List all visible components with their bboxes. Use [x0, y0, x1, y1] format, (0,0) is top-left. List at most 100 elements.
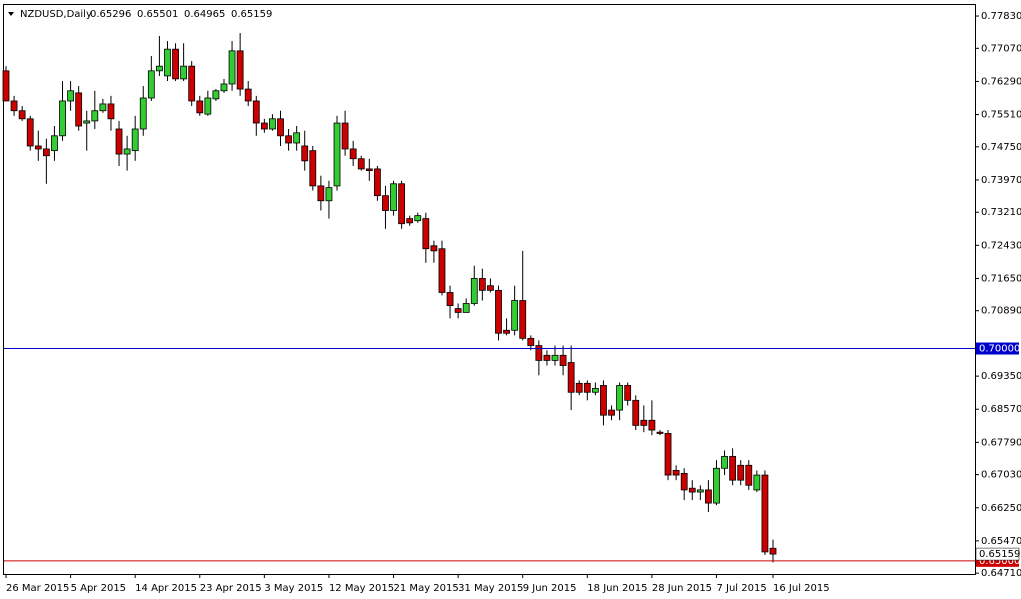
candle-body — [83, 120, 91, 124]
candle-body — [139, 97, 147, 130]
y-tick-label: 0.66250 — [981, 503, 1021, 514]
candle-body — [99, 103, 107, 112]
candle-body — [75, 92, 83, 127]
candle-body — [293, 132, 301, 144]
candle-body — [123, 148, 131, 155]
candle-body — [745, 464, 753, 486]
y-tick-label: 0.69350 — [981, 371, 1021, 382]
candle-body — [115, 128, 123, 155]
candle-body — [632, 399, 640, 426]
candle-body — [107, 103, 115, 120]
candle-body — [67, 90, 74, 102]
candle-body — [511, 300, 519, 331]
y-tick-label: 0.75510 — [981, 110, 1021, 121]
candle-body — [422, 218, 430, 250]
candle-body — [713, 467, 720, 504]
bid-tag-label: 0.65159 — [979, 549, 1020, 560]
candle-body — [769, 547, 777, 555]
y-tick-label: 0.71650 — [981, 273, 1021, 284]
candle-body — [567, 362, 575, 393]
candle-body — [309, 150, 317, 187]
candle-body — [656, 431, 664, 434]
candle-body — [301, 145, 309, 162]
candle-body — [559, 354, 567, 366]
candle-body — [648, 419, 656, 431]
x-tick-label: 7 Jul 2015 — [716, 583, 766, 594]
candle-body — [414, 215, 422, 222]
candle-body — [583, 382, 591, 393]
candle-body — [446, 292, 454, 307]
x-tick-label: 18 Jun 2015 — [587, 583, 647, 594]
y-tick-label: 0.74750 — [981, 142, 1021, 153]
y-tick-label: 0.68570 — [981, 404, 1021, 415]
y-tick-label: 0.73970 — [981, 175, 1021, 186]
x-tick-label: 31 May 2015 — [458, 583, 523, 594]
candle-body — [236, 50, 244, 90]
candle-body — [260, 122, 268, 130]
candle-body — [470, 278, 478, 304]
candle-body — [164, 48, 171, 77]
candle-body — [729, 455, 737, 481]
candle-body — [59, 100, 66, 137]
candle-body — [180, 65, 188, 80]
candle-body — [624, 385, 632, 401]
x-tick-label: 5 Apr 2015 — [71, 583, 126, 594]
candle-body — [721, 455, 728, 469]
candle-body — [616, 385, 623, 411]
candle-body — [495, 289, 502, 334]
candle-body — [285, 135, 292, 144]
candle-body — [212, 90, 220, 100]
candle-body — [131, 128, 139, 152]
header-open: 0.65296 — [90, 9, 131, 20]
candle-body — [220, 83, 228, 92]
candle-body — [341, 122, 349, 150]
x-tick-label: 14 Apr 2015 — [135, 583, 197, 594]
candle-body — [696, 489, 704, 493]
candle-body — [398, 183, 406, 225]
candle-body — [277, 118, 284, 137]
candle-body — [196, 100, 204, 114]
header-low: 0.64965 — [184, 9, 225, 20]
candle-body — [172, 48, 179, 80]
candle-body — [42, 148, 50, 157]
candle-body — [188, 65, 196, 102]
candle-body — [454, 308, 462, 313]
header-close: 0.65159 — [231, 9, 272, 20]
y-tick-label: 0.77070 — [981, 43, 1021, 54]
candle-body — [204, 97, 212, 115]
candle-body — [672, 469, 680, 476]
x-tick-label: 16 Jul 2015 — [773, 583, 830, 594]
candle-body — [737, 464, 745, 481]
candle-body — [591, 388, 599, 393]
candle-body — [664, 433, 672, 476]
candle-body — [543, 354, 551, 361]
y-tick-label: 0.65470 — [981, 536, 1021, 547]
candle-body — [527, 337, 535, 346]
y-tick-label: 0.67790 — [981, 437, 1021, 448]
candle-body — [535, 345, 543, 361]
x-tick-label: 9 Jun 2015 — [523, 583, 577, 594]
candle-body — [317, 185, 325, 202]
candle-body — [462, 303, 470, 313]
price-tag-label: 0.70000 — [979, 344, 1020, 355]
candle-body — [244, 88, 252, 102]
candle-body — [10, 100, 18, 112]
candle-body — [761, 474, 769, 553]
candle-body — [430, 245, 438, 252]
candle-body — [680, 472, 688, 491]
candle-body — [600, 385, 607, 416]
plot-frame — [3, 4, 976, 575]
candle-body — [51, 135, 58, 152]
header-high: 0.65501 — [137, 9, 178, 20]
candle-body — [551, 354, 559, 361]
x-tick-label: 21 May 2015 — [394, 583, 459, 594]
menu-arrow[interactable] — [8, 12, 14, 16]
candle-body — [753, 474, 761, 491]
y-tick-label: 0.73210 — [981, 207, 1021, 218]
x-tick-label: 12 May 2015 — [329, 583, 394, 594]
candle-body — [438, 248, 446, 293]
bid-tag — [975, 547, 1020, 561]
candle-body — [406, 218, 414, 224]
candle-body — [688, 487, 696, 493]
